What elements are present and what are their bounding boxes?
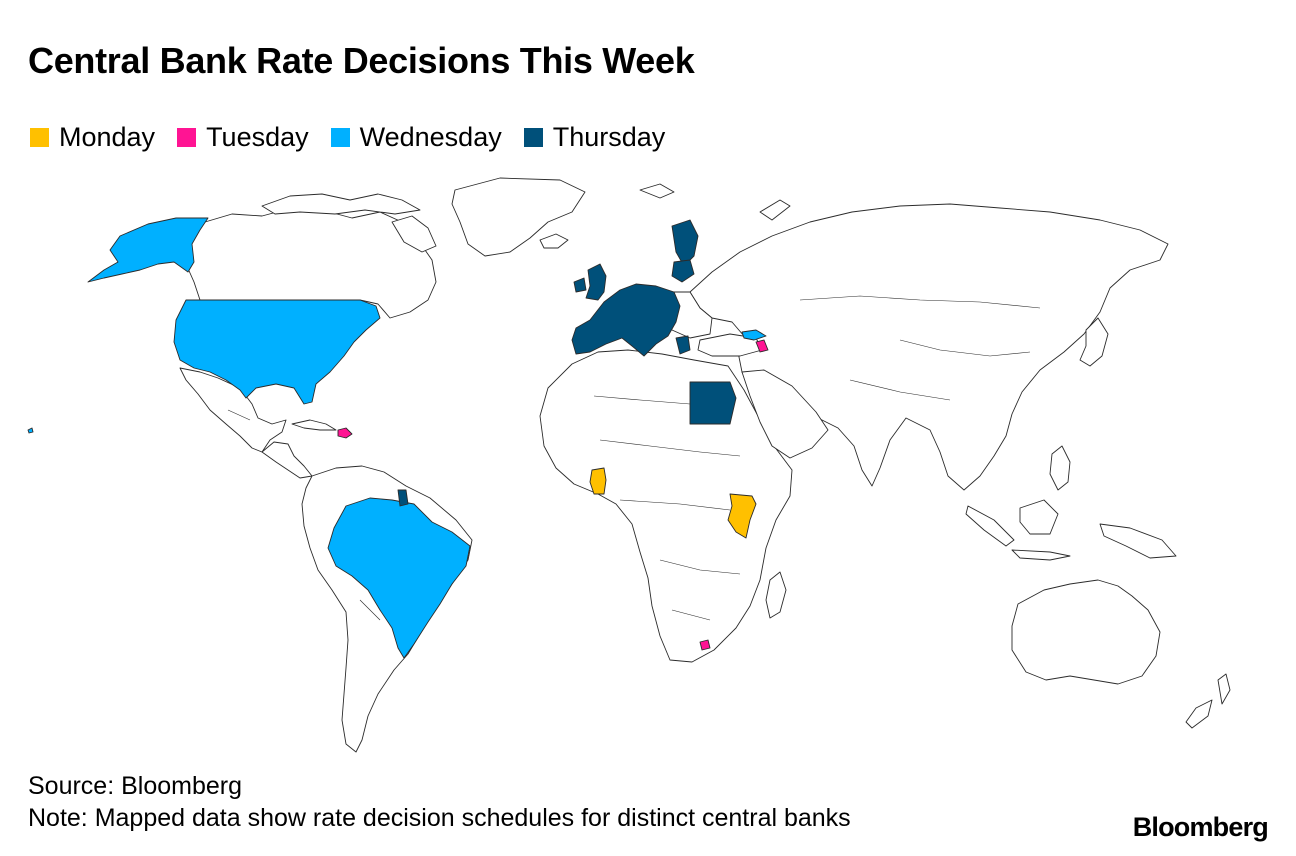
world-map (27, 177, 1231, 753)
legend-item-monday: Monday (30, 122, 155, 153)
map-japan (1079, 317, 1109, 367)
footer: Source: Bloomberg Note: Mapped data show… (28, 770, 851, 834)
map-svalbard (639, 183, 675, 199)
map-iceland (539, 233, 569, 249)
map-norway-sweden-finland (671, 219, 699, 267)
map-armenia (755, 339, 769, 353)
legend-item-thursday: Thursday (523, 122, 666, 153)
map-suriname (397, 489, 409, 507)
map-cuba (291, 419, 337, 431)
map-hawaii (27, 427, 34, 434)
map-philippines (1049, 445, 1071, 491)
map-united-states (173, 299, 381, 405)
map-novaya-zemlya (759, 199, 791, 221)
map-lesotho (699, 639, 711, 651)
map-ireland (573, 277, 587, 293)
legend-swatch-wednesday (330, 128, 350, 147)
map-new-guinea (1099, 523, 1177, 559)
map-uk (585, 263, 607, 301)
map-new-zealand-south (1185, 699, 1213, 729)
legend-swatch-thursday (523, 128, 543, 147)
legend-label-tuesday: Tuesday (206, 122, 309, 152)
map-greece (675, 335, 691, 355)
map-egypt (689, 381, 737, 425)
source-text: Source: Bloomberg (28, 772, 243, 800)
map-africa (539, 349, 793, 663)
map-dominican-republic (337, 427, 353, 439)
map-central-america (261, 441, 313, 479)
legend-item-tuesday: Tuesday (177, 122, 309, 153)
legend-label-thursday: Thursday (552, 122, 666, 152)
legend-label-monday: Monday (59, 122, 156, 152)
map-madagascar (765, 571, 787, 619)
map-australia (1011, 579, 1161, 685)
legend-swatch-tuesday (177, 128, 197, 147)
map-new-zealand (1217, 673, 1231, 705)
map-greenland (451, 177, 586, 257)
map-sumatra (965, 505, 1015, 547)
map-baffin-island (391, 215, 437, 253)
map-arabia (741, 369, 829, 459)
chart-title: Central Bank Rate Decisions This Week (28, 40, 695, 81)
legend-item-wednesday: Wednesday (330, 122, 502, 153)
bloomberg-logo: Bloomberg (1132, 812, 1269, 842)
map-ghana (589, 467, 607, 495)
map-borneo (1019, 499, 1059, 535)
map-baltics (671, 259, 695, 283)
legend: Monday Tuesday Wednesday Thursday (30, 122, 665, 153)
legend-swatch-monday (30, 128, 49, 147)
legend-label-wednesday: Wednesday (359, 122, 502, 152)
map-georgia (741, 329, 767, 341)
map-alaska (87, 217, 209, 283)
map-border-lines (227, 295, 1041, 621)
map-brazil (327, 497, 471, 659)
map-kenya (727, 493, 757, 539)
note-text: Note: Mapped data show rate decision sch… (28, 804, 851, 832)
map-arctic-islands (261, 193, 421, 215)
map-java (1011, 549, 1071, 561)
map-euro-area (571, 283, 681, 357)
map-turkey (697, 333, 763, 357)
